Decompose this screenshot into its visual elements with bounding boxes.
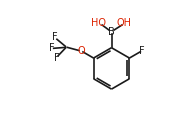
Text: OH: OH [117, 18, 132, 28]
Text: HO: HO [91, 18, 106, 28]
Text: O: O [77, 46, 85, 56]
Text: B: B [108, 27, 115, 37]
Text: F: F [52, 32, 58, 42]
Text: F: F [49, 43, 54, 53]
Text: F: F [53, 53, 59, 63]
Text: F: F [139, 46, 145, 56]
